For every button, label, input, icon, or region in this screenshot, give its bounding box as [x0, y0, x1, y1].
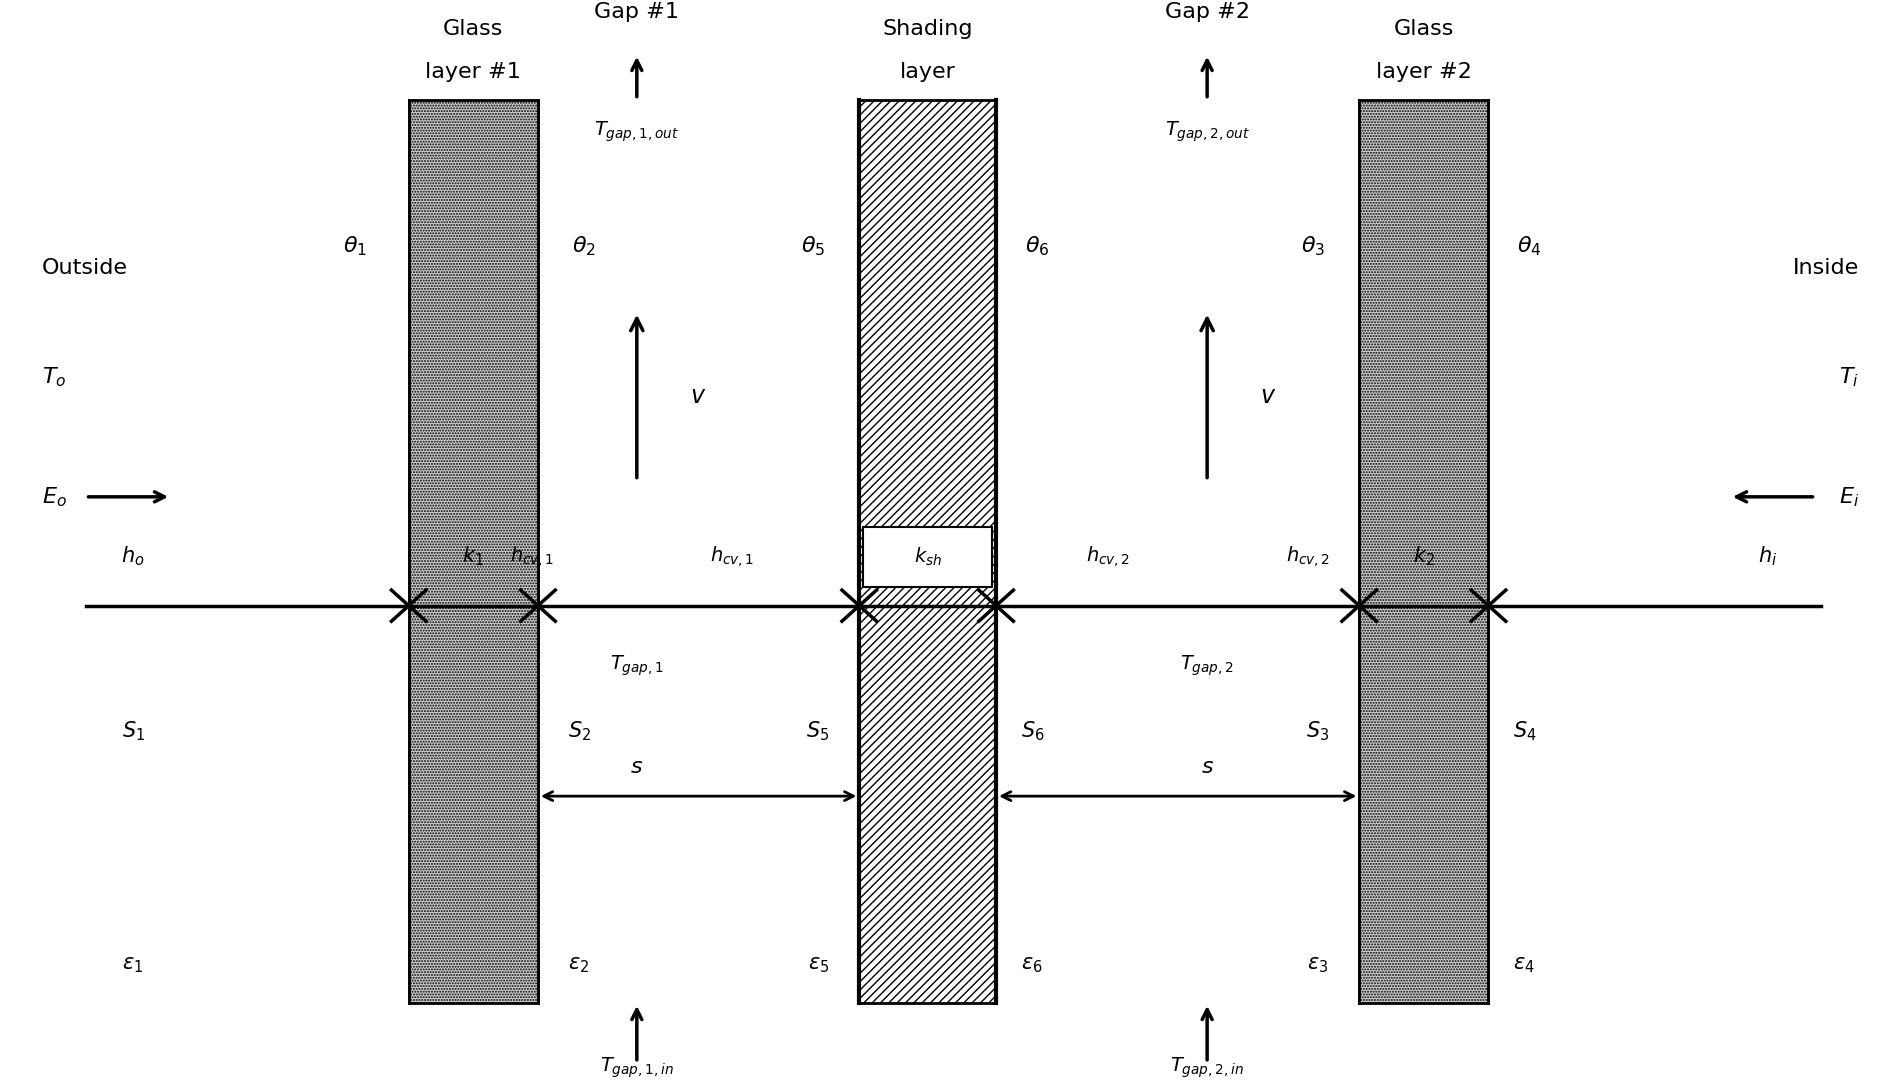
Text: $S_3$: $S_3$	[1306, 719, 1329, 742]
Text: $\theta_6$: $\theta_6$	[1025, 234, 1049, 258]
Text: $k_2$: $k_2$	[1412, 545, 1435, 569]
Bar	[1359, 99, 1488, 1003]
Text: $v$: $v$	[1260, 384, 1277, 408]
Text: $S_6$: $S_6$	[1021, 719, 1044, 742]
Text: $s$: $s$	[1201, 756, 1213, 777]
Text: $T_{gap,1,out}$: $T_{gap,1,out}$	[595, 120, 679, 145]
Text: $k_1$: $k_1$	[462, 545, 485, 569]
Text: $k_{sh}$: $k_{sh}$	[914, 545, 941, 568]
Text: $\varepsilon_6$: $\varepsilon_6$	[1021, 955, 1042, 974]
Text: $S_5$: $S_5$	[806, 719, 829, 742]
Text: $h_i$: $h_i$	[1758, 545, 1777, 569]
Text: $v$: $v$	[690, 384, 707, 408]
Text: $E_o$: $E_o$	[42, 485, 67, 509]
Text: $h_{cv,1}$: $h_{cv,1}$	[509, 544, 555, 569]
Text: $\varepsilon_4$: $\varepsilon_4$	[1513, 955, 1534, 974]
Text: Glass: Glass	[1393, 19, 1454, 39]
Text: $\theta_3$: $\theta_3$	[1300, 234, 1325, 258]
Text: $\varepsilon_5$: $\varepsilon_5$	[808, 955, 829, 974]
Bar	[409, 99, 538, 1003]
Text: $\theta_5$: $\theta_5$	[800, 234, 825, 258]
Text: Outside: Outside	[42, 258, 127, 278]
Text: $T_{gap,1,in}$: $T_{gap,1,in}$	[601, 1056, 673, 1080]
Text: $T_{gap,1}$: $T_{gap,1}$	[610, 653, 663, 678]
Text: $S_2$: $S_2$	[568, 719, 591, 742]
Text: $h_o$: $h_o$	[122, 545, 144, 569]
Text: $\theta_4$: $\theta_4$	[1517, 234, 1542, 258]
Text: $s$: $s$	[631, 756, 643, 777]
Text: $E_i$: $E_i$	[1838, 485, 1859, 509]
Text: $h_{cv,2}$: $h_{cv,2}$	[1285, 544, 1331, 569]
Text: $T_o$: $T_o$	[42, 365, 67, 389]
Text: layer: layer	[899, 62, 956, 83]
Text: $S_1$: $S_1$	[122, 719, 144, 742]
Text: $h_{cv,2}$: $h_{cv,2}$	[1085, 544, 1131, 569]
Text: Gap #1: Gap #1	[595, 2, 679, 23]
Text: Shading: Shading	[882, 19, 973, 39]
Text: $\theta_2$: $\theta_2$	[572, 234, 597, 258]
Text: $T_{gap,2,in}$: $T_{gap,2,in}$	[1171, 1056, 1243, 1080]
Text: $\theta_1$: $\theta_1$	[342, 234, 367, 258]
Text: layer #1: layer #1	[426, 62, 521, 83]
Text: $T_{gap,2,out}$: $T_{gap,2,out}$	[1165, 120, 1249, 145]
Text: $\varepsilon_2$: $\varepsilon_2$	[568, 955, 589, 974]
Text: layer #2: layer #2	[1376, 62, 1471, 83]
Text: $\varepsilon_1$: $\varepsilon_1$	[122, 955, 144, 974]
Text: $T_{gap,2}$: $T_{gap,2}$	[1181, 653, 1234, 678]
Text: $\varepsilon_3$: $\varepsilon_3$	[1308, 955, 1329, 974]
Bar	[859, 99, 996, 1003]
Text: Gap #2: Gap #2	[1165, 2, 1249, 23]
Bar	[863, 528, 992, 588]
Text: Glass: Glass	[443, 19, 504, 39]
Text: $T_i$: $T_i$	[1840, 365, 1859, 389]
Text: $h_{cv,1}$: $h_{cv,1}$	[709, 544, 755, 569]
Text: Inside: Inside	[1793, 258, 1859, 278]
Text: $S_4$: $S_4$	[1513, 719, 1536, 742]
